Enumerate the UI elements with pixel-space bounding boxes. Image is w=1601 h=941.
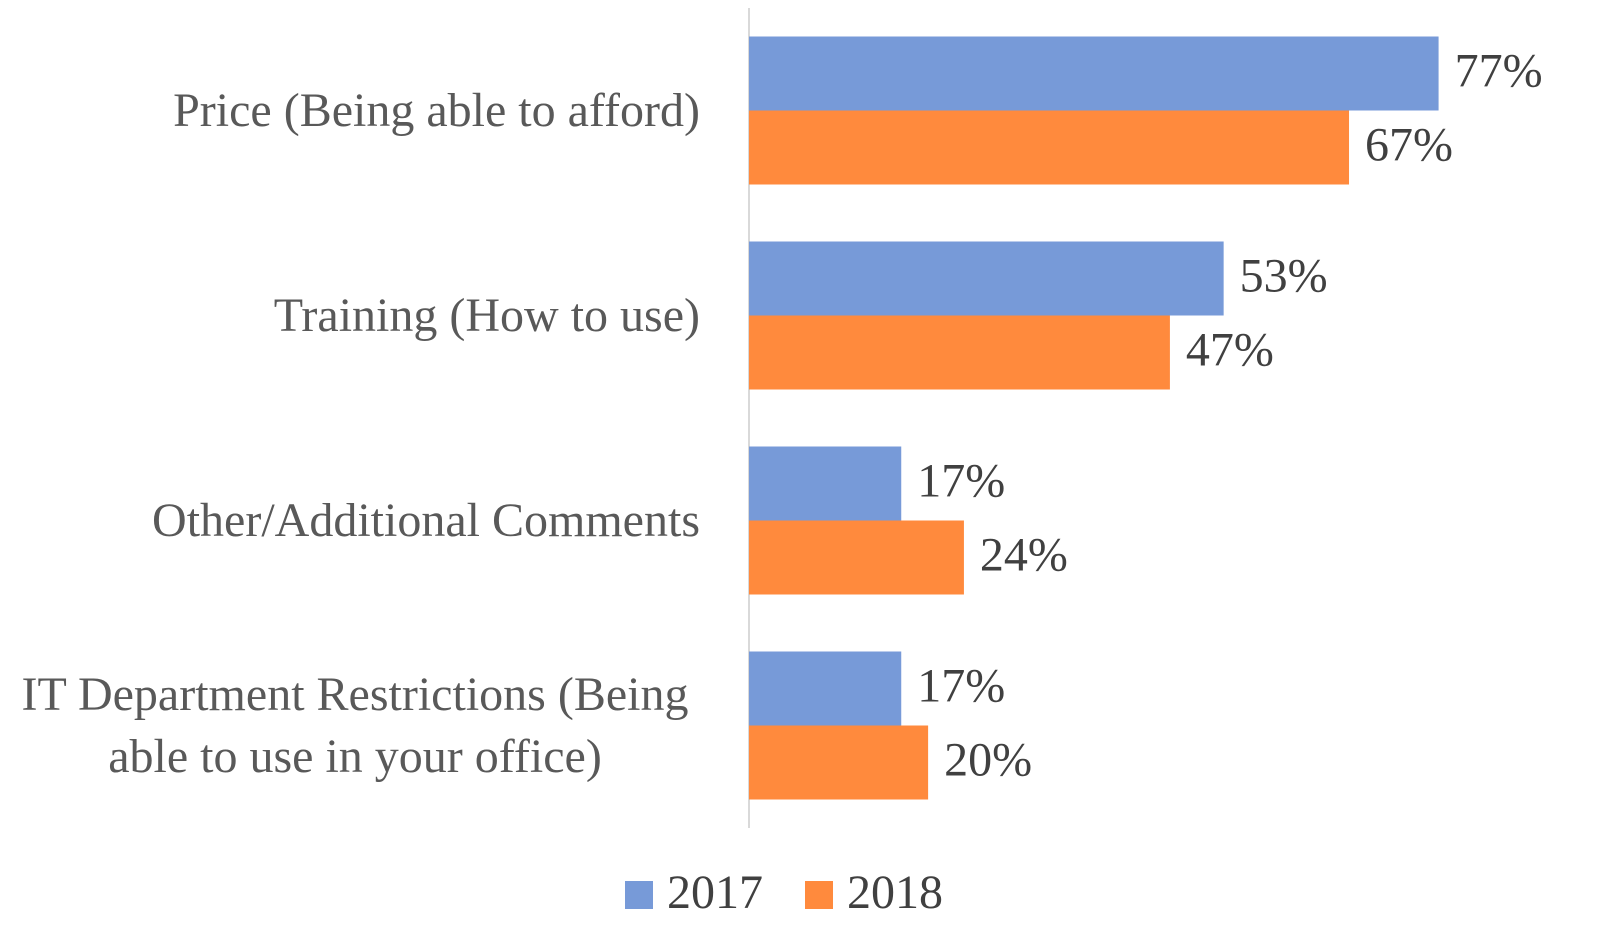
category-label: IT Department Restrictions (Being able t… (0, 626, 700, 826)
bar (749, 110, 1350, 185)
category-label: Price (Being able to afford) (0, 11, 700, 211)
category-text: Other/Additional Comments (152, 493, 700, 547)
bar (749, 315, 1170, 390)
category-text: IT Department Restrictions (Being able t… (21, 667, 689, 783)
category-label: Other/Additional Comments (0, 421, 700, 621)
value-label: 17% (917, 660, 1005, 713)
bar (749, 241, 1224, 316)
value-label: 77% (1455, 45, 1543, 98)
value-label: 47% (1186, 324, 1274, 377)
bar (749, 651, 902, 726)
value-label: 67% (1365, 119, 1453, 172)
category-label: Training (How to use) (0, 216, 700, 416)
bar (749, 725, 929, 800)
legend-label: 2017 (667, 866, 763, 919)
value-label: 17% (917, 455, 1005, 508)
legend-swatch (625, 881, 653, 909)
bar (749, 520, 964, 595)
category-text: Training (How to use) (273, 288, 700, 342)
legend-swatch (805, 881, 833, 909)
value-label: 24% (980, 529, 1068, 582)
value-label: 53% (1240, 250, 1328, 303)
category-text: Price (Being able to afford) (173, 83, 700, 137)
bar (749, 36, 1439, 111)
legend-label: 2018 (847, 866, 943, 919)
bar (749, 446, 902, 521)
value-label: 20% (944, 734, 1032, 787)
